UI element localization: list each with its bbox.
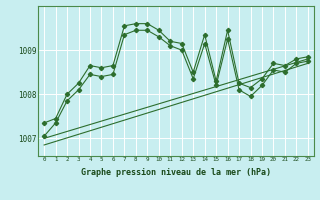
X-axis label: Graphe pression niveau de la mer (hPa): Graphe pression niveau de la mer (hPa) — [81, 168, 271, 177]
